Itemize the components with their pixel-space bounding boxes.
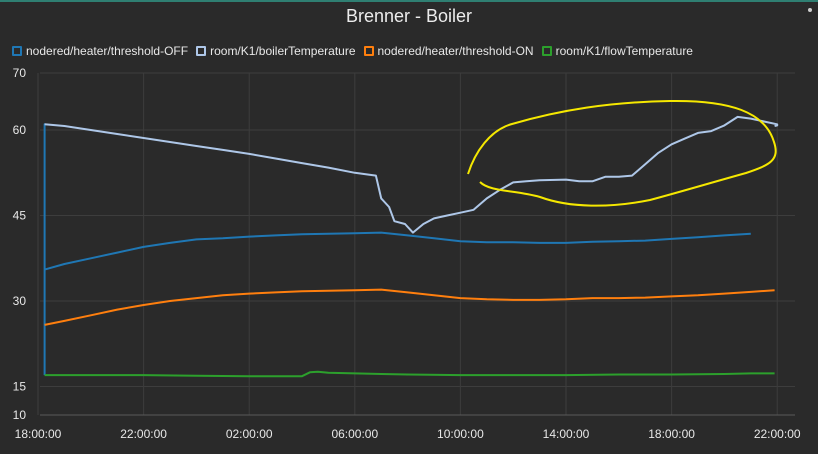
y-axis-ticks: 10 15 30 45 60 70 (13, 66, 27, 422)
x-axis-ticks: 18:00:00 22:00:00 02:00:00 06:00:00 10:00:00… (15, 427, 801, 441)
series-line-1 (44, 115, 779, 234)
legend-item-threshold-on[interactable]: nodered/heater/threshold-ON (363, 44, 534, 58)
series-line-3 (44, 370, 775, 378)
y-tick-label-15: 15 (13, 380, 27, 394)
y-tick-label-70: 70 (13, 66, 27, 80)
x-tick-label-4: 10:00:00 (437, 427, 484, 441)
legend-item-flow-temperature[interactable]: room/K1/flowTemperature (541, 44, 693, 58)
legend-swatch-flow-temperature (541, 46, 552, 56)
legend-item-boiler-temperature[interactable]: room/K1/boilerTemperature (196, 44, 356, 58)
chart-title: Brenner - Boiler (345, 6, 473, 26)
annotation-ellipse (467, 99, 777, 207)
x-tick-label-5: 14:00:00 (543, 427, 590, 441)
x-tick-label-7: 22:00:00 (754, 427, 801, 441)
legend-label-flow-temperature: room/K1/flowTemperature (555, 44, 693, 58)
legend-swatch-boiler-temperature (196, 46, 207, 56)
menu-dot-icon[interactable] (808, 8, 812, 12)
legend-label-boiler-temperature: room/K1/boilerTemperature (210, 44, 356, 58)
legend-swatch-threshold-on (363, 46, 374, 56)
y-tick-label-30: 30 (13, 294, 27, 308)
x-tick-label-3: 06:00:00 (331, 427, 378, 441)
series-line-0 (43, 123, 751, 376)
legend-label-threshold-on: nodered/heater/threshold-ON (377, 44, 534, 58)
series-line-2 (44, 288, 775, 326)
legend-label-threshold-off: nodered/heater/threshold-OFF (26, 44, 189, 58)
y-tick-label-45: 45 (13, 209, 27, 223)
legend-swatch-threshold-off (12, 46, 22, 56)
x-tick-label-1: 22:00:00 (120, 427, 167, 441)
legend-item-threshold-off[interactable]: nodered/heater/threshold-OFF (12, 44, 188, 58)
y-tick-label-60: 60 (13, 123, 27, 137)
x-tick-label-2: 02:00:00 (226, 427, 273, 441)
x-tick-label-6: 18:00:00 (648, 427, 695, 441)
x-tick-label-0: 18:00:00 (15, 427, 62, 441)
y-tick-label-10: 10 (13, 408, 27, 422)
series-group (43, 115, 779, 378)
grid-lines (37, 72, 795, 416)
legend: nodered/heater/threshold-OFF room/K1/boi… (12, 44, 693, 58)
